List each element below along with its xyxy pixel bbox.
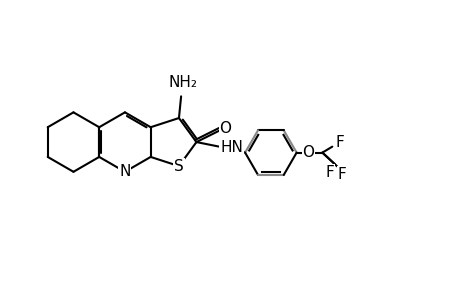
Text: HN: HN [220,140,242,154]
Text: O: O [302,145,314,160]
Text: F: F [335,135,344,150]
Text: N: N [119,164,130,179]
Text: F: F [325,165,334,180]
Text: O: O [219,121,231,136]
Text: NH₂: NH₂ [168,75,197,90]
Text: S: S [174,159,184,174]
Text: F: F [337,167,346,182]
